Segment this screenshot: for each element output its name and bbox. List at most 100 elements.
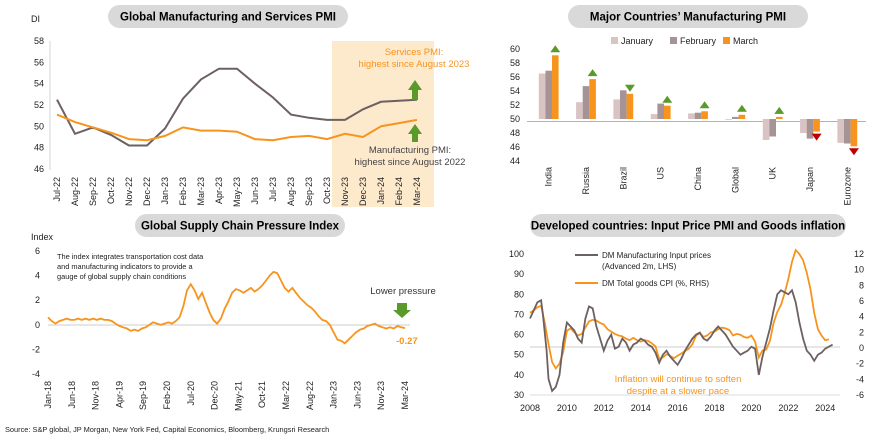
up-arrow-icon (408, 80, 422, 100)
x-axis-ticks: Jan-18 Jun-18 Nov-18 Apr-19 Sep-19 Feb-20 Jul-… (43, 381, 410, 411)
up-arrow-icon (736, 104, 747, 112)
bar-us-february (657, 103, 664, 119)
y-axis-ticks: 46 48 50 52 54 56 58 (34, 36, 44, 174)
right-y-tick-label: -6 (856, 390, 864, 400)
x-tick-label: Jul-22 (52, 177, 62, 202)
panel-global-pmi: Global Manufacturing and Services PMI DI… (31, 5, 469, 207)
x-tick-label: 2016 (668, 403, 688, 413)
panel-title-pill (530, 214, 846, 237)
y-tick-label: 60 (510, 44, 520, 54)
bar-global-january (725, 119, 732, 120)
up-arrow-icon (408, 124, 422, 142)
y-tick-label: 4 (35, 271, 40, 281)
x-tick-label: Oct-23 (322, 177, 332, 204)
x-tick-label: UK (768, 167, 778, 180)
x-tick-label: Jun-23 (352, 381, 362, 409)
down-arrow-icon (811, 133, 822, 141)
y-tick-label: 50 (510, 114, 520, 124)
left-y-tick-label: 30 (514, 390, 524, 400)
right-y-tick-label: 10 (854, 265, 864, 275)
x-tick-label: Jan-23 (160, 177, 170, 205)
right-y-axis-ticks: -6 -4 -2 0 2 4 6 8 10 12 (854, 249, 864, 400)
bar-china-january (688, 113, 695, 119)
note-line1: The index integrates transportation cost… (57, 252, 204, 261)
x-tick-label: Sep-22 (88, 177, 98, 206)
note-line2: and manufacturing indicators to provide … (57, 262, 193, 271)
bar-us-march (664, 105, 671, 119)
left-y-tick-label: 90 (514, 269, 524, 279)
bar-us-january (650, 114, 658, 119)
x-tick-label: Dec-23 (358, 177, 368, 206)
x-tick-label: Sep-23 (304, 177, 314, 206)
x-tick-label: Feb-20 (162, 381, 172, 410)
left-y-tick-label: 50 (514, 350, 524, 360)
y-tick-label: 0 (35, 320, 40, 330)
x-axis-ticks: 2008 2010 2012 2014 2016 2018 2020 2022 2024 (520, 403, 835, 413)
services-pmi-line (56, 67, 418, 147)
x-tick-label: Russia (581, 167, 591, 195)
bars (538, 55, 858, 147)
y-tick-label: 58 (510, 58, 520, 68)
x-tick-label: May-21 (233, 381, 243, 411)
x-tick-label: Mar-23 (196, 177, 206, 206)
left-y-tick-label: 100 (509, 249, 524, 259)
left-y-tick-label: 70 (514, 309, 524, 319)
y-tick-label: 44 (510, 156, 520, 166)
right-y-tick-label: 4 (859, 312, 864, 322)
legend-swatch (611, 37, 618, 44)
x-tick-label: Apr-23 (214, 177, 224, 204)
x-tick-label: Aug-23 (286, 177, 296, 206)
x-tick-label: India (544, 167, 554, 187)
x-tick-label: Brazil (618, 167, 628, 190)
panel-dm-inflation: Developed countries: Input Price PMI and… (509, 214, 864, 413)
x-tick-label: Eurozone (842, 167, 852, 206)
up-arrow-icon (774, 106, 785, 114)
legend-label-goods-cpi: DM Total goods CPI (%, RHS) (602, 279, 709, 288)
x-tick-label: Nov-23 (376, 381, 386, 410)
panel-title-pill (568, 5, 808, 28)
legend-label-line: (Advanced 2m, LHS) (602, 262, 677, 271)
manufacturing-pmi-line (56, 113, 418, 142)
y-axis-ticks: 44 46 48 50 52 54 56 58 60 (510, 44, 520, 166)
x-tick-label: Jan-24 (376, 177, 386, 205)
left-y-tick-label: 40 (514, 370, 524, 380)
panel-country-pmi: Major Countries’ Manufacturing PMI Janua… (510, 5, 866, 206)
bar-russia-march (589, 79, 596, 119)
x-tick-label: Apr-19 (114, 381, 124, 408)
bar-brazil-march (626, 93, 634, 119)
y-tick-label: 2 (35, 295, 40, 305)
x-tick-label: Nov-18 (91, 381, 101, 410)
bar-brazil-january (613, 99, 620, 119)
bar-russia-january (576, 102, 583, 119)
up-arrow-icon (550, 45, 561, 53)
bar-eurozone-january (837, 119, 844, 143)
y-tick-label: 52 (34, 100, 44, 110)
goods-cpi-line (529, 248, 830, 370)
bar-eurozone-february (844, 119, 851, 144)
chart-title: Global Manufacturing and Services PMI (120, 12, 336, 24)
y-tick-label: -2 (32, 344, 40, 354)
bar-eurozone-march (850, 119, 858, 147)
y-tick-label: 48 (510, 128, 520, 138)
bar-japan-january (800, 119, 807, 133)
inflation-annotation-line2: despite at a slower pace (627, 386, 729, 397)
source-note: Source: S&P global, JP Morgan, New York … (5, 425, 329, 434)
x-tick-label: Nov-23 (340, 177, 350, 206)
input-prices-line (529, 288, 834, 393)
up-arrow-icon (662, 95, 673, 103)
chart-title: Developed countries: Input Price PMI and… (531, 221, 845, 233)
bar-global-march (738, 114, 746, 119)
x-axis-ticks: Jul-22 Aug-22 Sep-22 Oct-22 Nov-22 Dec-22 Jan-… (52, 177, 422, 207)
manufacturing-annotation-line2: highest since August 2022 (355, 157, 466, 168)
right-y-tick-label: 8 (859, 280, 864, 290)
gscpi-line (47, 270, 406, 345)
y-tick-label: 46 (510, 142, 520, 152)
legend-swatch (670, 37, 677, 44)
x-tick-label: Jul-23 (268, 177, 278, 202)
x-tick-label: Sep-19 (138, 381, 148, 410)
x-tick-label: Global (730, 167, 740, 193)
x-axis-ticks: India Russia Brazil US China Global UK Japan Eur… (544, 167, 853, 206)
x-tick-label: Aug-22 (305, 381, 315, 410)
services-annotation-line2: highest since August 2023 (359, 59, 470, 70)
